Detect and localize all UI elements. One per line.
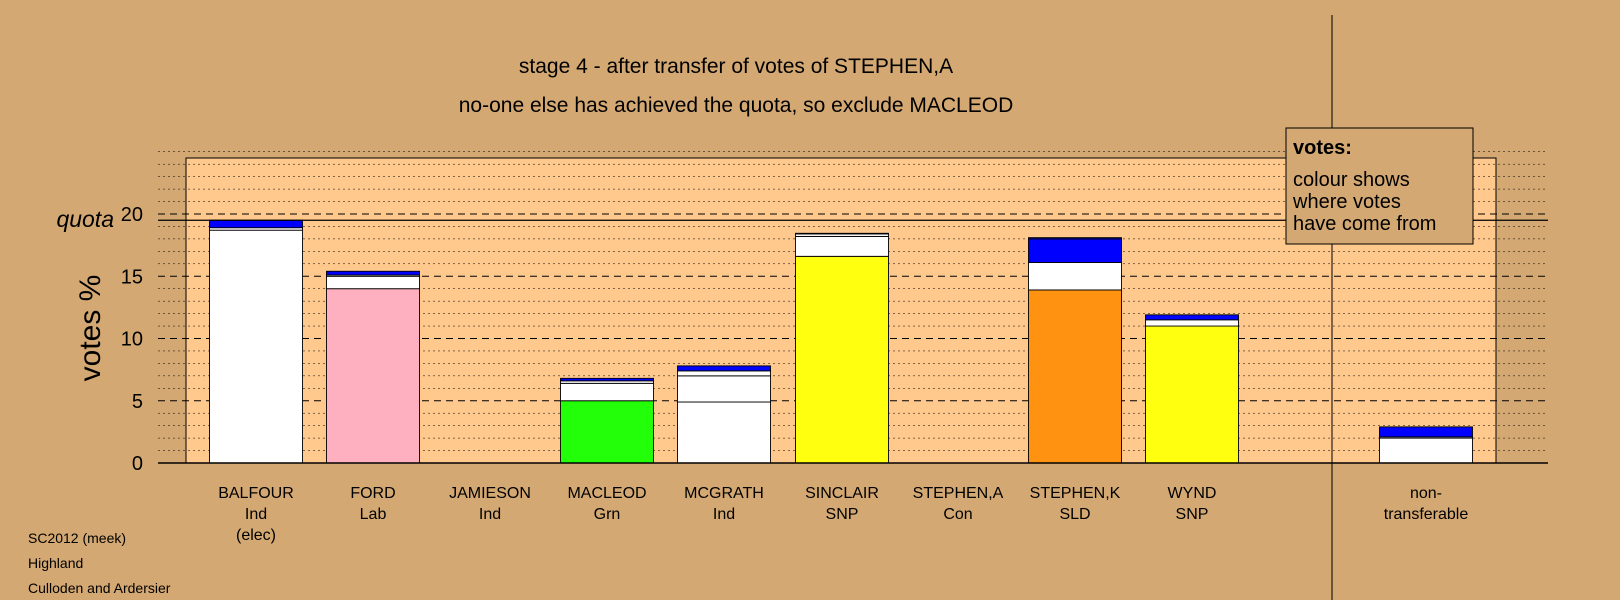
category-label: Grn	[594, 506, 621, 523]
category-label: transferable	[1384, 506, 1469, 523]
y-tick-label: 0	[132, 453, 143, 475]
bar-segment	[677, 375, 771, 403]
category-label: Ind	[245, 506, 267, 523]
bar-group	[209, 219, 1473, 464]
category-labels: BALFOUR Ind (elec) FORD Lab JAMIESON Ind MACLEO…	[218, 485, 1468, 544]
category-label: MCGRATH	[684, 485, 764, 502]
bar-segment	[795, 235, 889, 257]
bar-stack	[209, 219, 303, 464]
bar-segment	[209, 229, 303, 464]
bar-stack	[677, 365, 771, 464]
bar-segment	[1145, 314, 1239, 321]
bar-segment	[1379, 426, 1473, 438]
y-tick-label: 5	[132, 391, 143, 413]
category-label: SNP	[1176, 506, 1209, 523]
footer-line: Culloden and Ardersier	[28, 580, 171, 596]
category-label: SLD	[1059, 506, 1090, 523]
legend-box	[1285, 127, 1474, 245]
bar-stack	[795, 232, 889, 464]
bar-segment	[560, 377, 654, 382]
category-label: BALFOUR	[218, 485, 294, 502]
y-axis-label: votes %	[74, 275, 107, 382]
bar-segment	[1028, 262, 1122, 291]
bar-segment	[326, 288, 420, 464]
bar-segment	[1379, 437, 1473, 464]
bar-segment	[1028, 238, 1122, 264]
category-label: SINCLAIR	[805, 485, 879, 502]
category-label: STEPHEN,A	[913, 485, 1004, 502]
bar-segment	[326, 270, 420, 276]
y-tick-label: 20	[121, 204, 143, 226]
bar-segment	[1145, 319, 1239, 327]
bar-segment	[677, 365, 771, 372]
bar-segment	[795, 255, 889, 464]
category-label: Ind	[479, 506, 501, 523]
y-tick-label: 15	[121, 266, 143, 288]
legend-line: have come from	[1293, 213, 1436, 235]
chart-subtitle: no-one else has achieved the quota, so e…	[459, 94, 1014, 117]
quota-label: quota	[56, 206, 114, 232]
bar-stack	[1028, 237, 1122, 464]
bar-segment	[1145, 325, 1239, 464]
category-label: Con	[943, 506, 972, 523]
bar-segment	[326, 275, 420, 290]
bar-segment	[1028, 289, 1122, 464]
bar-stack	[1145, 314, 1239, 464]
legend-line: colour shows	[1293, 169, 1410, 191]
bar-segment	[677, 401, 771, 464]
category-label: non-	[1410, 485, 1442, 502]
category-label: Lab	[360, 506, 387, 523]
bar-segment	[677, 370, 771, 377]
legend: votes: colour shows where votes have com…	[1285, 127, 1474, 245]
category-label: MACLEOD	[567, 485, 646, 502]
category-label: Ind	[713, 506, 735, 523]
bar-segment	[560, 382, 654, 402]
bar-segment	[1028, 237, 1122, 240]
y-tick-label: 10	[121, 329, 143, 351]
footer-line: Highland	[28, 555, 83, 571]
category-label: FORD	[350, 485, 395, 502]
bar-stack	[1379, 426, 1473, 464]
bar-segment	[795, 232, 889, 235]
category-label: STEPHEN,K	[1030, 485, 1121, 502]
footer-line: SC2012 (meek)	[28, 530, 126, 546]
category-label: (elec)	[236, 527, 276, 544]
y-tick-labels: 0 5 10 15 20	[121, 204, 143, 475]
category-label: SNP	[826, 506, 859, 523]
category-label: JAMIESON	[449, 485, 531, 502]
category-label: WYND	[1168, 485, 1217, 502]
chart-title: stage 4 - after transfer of votes of STE…	[519, 55, 953, 78]
bar-stack	[560, 377, 654, 464]
bar-segment	[209, 219, 303, 229]
legend-title: votes:	[1293, 137, 1352, 159]
bar-segment	[560, 400, 654, 464]
legend-line: where votes	[1292, 191, 1401, 213]
bar-stack	[326, 270, 420, 464]
